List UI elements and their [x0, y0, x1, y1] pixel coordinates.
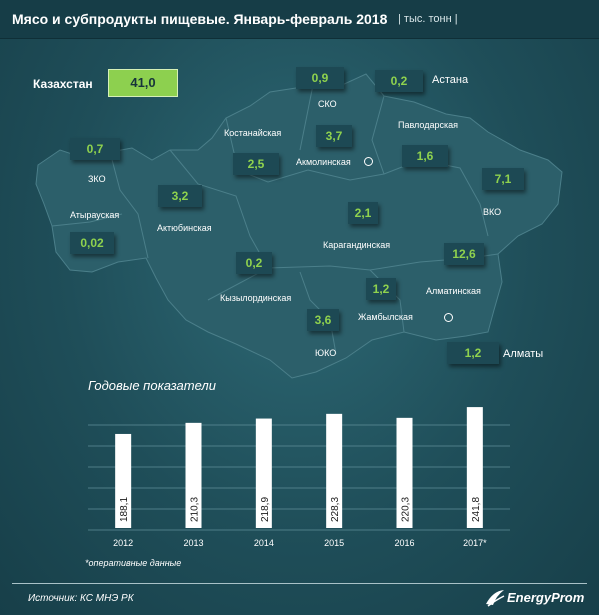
region-value-kostanay: 2,5 [233, 153, 279, 175]
title-bar: Мясо и субпродукты пищевые. Январь-февра… [0, 0, 599, 39]
region-label-zhambyl: Жамбылская [358, 312, 413, 322]
bar-2017* [466, 407, 483, 528]
annual-chart-title: Годовые показатели [88, 378, 216, 393]
x-tick-label: 2012 [113, 538, 133, 548]
region-value-pavlodar: 1,6 [402, 145, 448, 167]
region-label-zko: ЗКО [88, 174, 106, 184]
unit-label: | тыс. тонн | [398, 13, 458, 25]
region-value-sko: 0,9 [296, 67, 344, 89]
region-label-almaty-region: Алматинская [426, 286, 481, 296]
region-label-astana: Астана [432, 74, 469, 86]
bar-value-label: 220,3 [401, 497, 412, 522]
region-value-yuko: 3,6 [307, 309, 339, 331]
region-label-kyzylorda: Кызылординская [220, 293, 292, 303]
bar-2016 [396, 417, 413, 528]
x-tick-label: 2016 [394, 538, 414, 548]
bar-2015 [326, 413, 343, 528]
x-tick-label: 2017* [463, 538, 487, 548]
bar-value-label: 241,8 [471, 497, 482, 522]
bar-value-label: 188,1 [119, 497, 130, 522]
bar-2013 [185, 422, 202, 528]
footnote: *оперативные данные [85, 558, 182, 568]
x-tick-label: 2013 [183, 538, 203, 548]
bar-2014 [255, 418, 272, 528]
region-value-atyrau: 0,02 [70, 232, 114, 254]
total-value: 41,0 [108, 69, 178, 97]
bar-value-label: 228,3 [330, 497, 341, 522]
source-text: Источник: КС МНЭ РК [28, 593, 134, 604]
region-value-astana: 0,2 [375, 70, 423, 92]
x-tick-label: 2014 [254, 538, 274, 548]
brand-name: EnergyProm [507, 590, 585, 605]
almaty-city-marker [444, 313, 453, 322]
bar-2012 [115, 433, 132, 528]
bar-value-label: 218,9 [260, 497, 271, 522]
region-value-akmola: 3,7 [316, 125, 352, 147]
region-label-vko: ВКО [483, 207, 502, 217]
region-value-kyzylorda: 0,2 [236, 252, 272, 274]
region-value-karaganda: 2,1 [348, 202, 378, 224]
region-label-kostanay: Костанайская [224, 128, 282, 138]
region-value-zko: 0,7 [70, 138, 120, 160]
region-label-almaty-city: Алматы [503, 348, 544, 360]
region-value-vko: 7,1 [482, 168, 524, 190]
region-label-pavlodar: Павлодарская [398, 120, 458, 130]
energyprom-logo-icon [486, 590, 505, 607]
region-label-atyrau: Атырауская [70, 210, 120, 220]
region-label-akmola: Акмолинская [296, 157, 351, 167]
footer-divider [12, 583, 587, 584]
x-tick-label: 2015 [324, 538, 344, 548]
bar-value-label: 210,3 [190, 497, 201, 522]
annual-bar-chart: 188,1 2012 210,3 2013 218,9 2014 228,3 2015 220,… [88, 407, 510, 548]
region-value-zhambyl: 1,2 [366, 278, 396, 300]
region-label-karaganda: Карагандинская [323, 240, 391, 250]
region-label-yuko: ЮКО [315, 348, 337, 358]
total-label: Казахстан [33, 77, 93, 91]
region-label-aktobe: Актюбинская [157, 223, 212, 233]
region-value-almaty-region: 12,6 [444, 243, 484, 265]
region-label-sko: СКО [318, 99, 337, 109]
region-value-aktobe: 3,2 [158, 185, 202, 207]
astana-city-marker [364, 157, 373, 166]
region-value-almaty-city: 1,2 [447, 342, 499, 364]
chart-title: Мясо и субпродукты пищевые. Январь-февра… [12, 11, 388, 27]
